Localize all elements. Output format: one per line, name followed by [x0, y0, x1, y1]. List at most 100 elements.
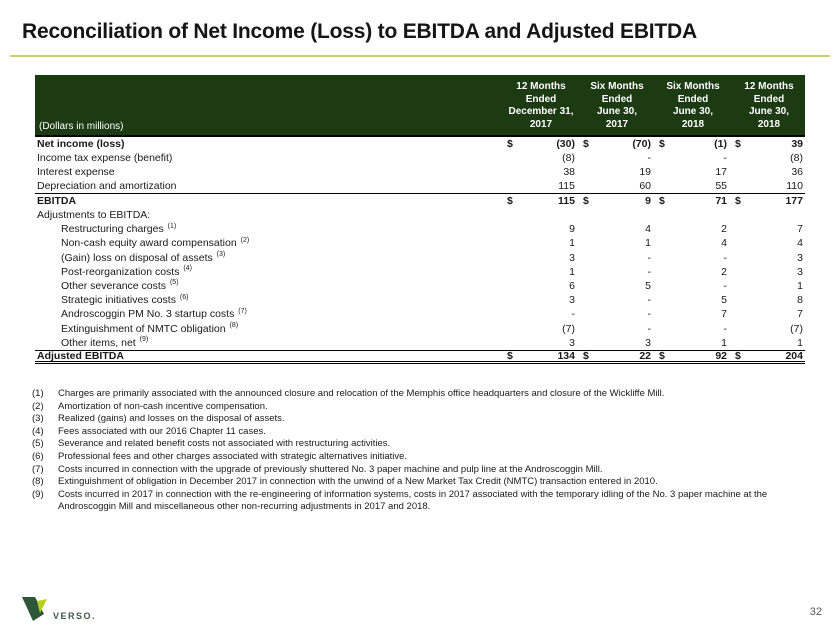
table-cell: -	[581, 308, 653, 320]
table-cell: -	[581, 266, 653, 278]
table-cell: $ (1)	[657, 138, 729, 150]
row-label: Adjusted EBITDA	[37, 349, 124, 362]
table-cell: 3	[505, 294, 577, 306]
table-row: Androscoggin PM No. 3 startup costs (7) …	[35, 307, 805, 321]
footnote-text: Amortization of non-cash incentive compe…	[58, 400, 268, 412]
table-cell: 1	[733, 337, 805, 349]
column-header-line: 2017	[529, 118, 553, 130]
cell-value: 3	[569, 294, 575, 307]
reconciliation-table: (Dollars in millions) 12 Months Ended De…	[35, 75, 805, 364]
cell-value: 71	[715, 194, 727, 207]
footnote-marker: (3)	[32, 413, 44, 425]
cell-value: 177	[785, 194, 803, 207]
table-cell: 1	[581, 237, 653, 249]
column-header-2: Six Months Ended June 30, 2017	[581, 75, 653, 135]
cell-value: -	[647, 265, 652, 278]
dollar-sign: $	[583, 194, 589, 207]
table-row: Income tax expense (benefit) (8) - - (8)	[35, 151, 805, 165]
table-cell: 55	[657, 180, 729, 192]
footnote: (6) Professional fees and other charges a…	[30, 451, 820, 464]
dollar-sign: $	[735, 138, 741, 151]
table-cell: 7	[657, 308, 729, 320]
row-label: Extinguishment of NMTC obligation (8)	[61, 322, 239, 335]
cell-value: (7)	[790, 322, 803, 335]
table-cell: 8	[733, 294, 805, 306]
table-row: (Gain) loss on disposal of assets (3) 3 …	[35, 251, 805, 265]
cell-value: 1	[645, 237, 651, 250]
row-label: Non-cash equity award compensation (2)	[61, 236, 250, 250]
row-label: Net income (loss)	[37, 138, 125, 151]
table-cell: 5	[657, 294, 729, 306]
cell-value: 3	[797, 251, 803, 264]
cell-value: (30)	[556, 138, 575, 151]
column-header-line: Six Months	[590, 81, 644, 92]
table-row: Strategic initiatives costs (6) 3 - 5 8	[35, 293, 805, 307]
table-cell: 110	[733, 180, 805, 192]
footnote-text: Fees associated with our 2016 Chapter 11…	[58, 425, 266, 437]
column-header-line: 2017	[605, 118, 629, 130]
table-row: Net income (loss) $ (30) $ (70) $ (1) $39	[35, 137, 805, 151]
table-row: Non-cash equity award compensation (2) 1…	[35, 236, 805, 250]
table-cell: 2	[657, 266, 729, 278]
table-header: (Dollars in millions) 12 Months Ended De…	[35, 75, 805, 137]
table-cell: -	[657, 323, 729, 335]
cell-value: 7	[797, 308, 803, 321]
column-header-4: 12 Months Ended June 30, 2018	[733, 75, 805, 135]
footnote-text: Professional fees and other charges asso…	[58, 450, 408, 462]
table-row: Extinguishment of NMTC obligation (8) (7…	[35, 321, 805, 335]
column-header-line: 12 Months	[744, 81, 794, 92]
row-label: Restructuring charges (1)	[61, 222, 177, 236]
column-header-line: Ended	[525, 93, 557, 105]
row-label: (Gain) loss on disposal of assets (3)	[61, 251, 226, 264]
table-cell: 2	[657, 223, 729, 235]
table-cell: 60	[581, 180, 653, 192]
cell-value: 204	[785, 349, 803, 362]
row-label: Income tax expense (benefit)	[37, 152, 173, 165]
table-cell: -	[581, 152, 653, 164]
cell-value: -	[647, 308, 652, 321]
table-cell: -	[581, 294, 653, 306]
footnote-marker: (7)	[32, 463, 44, 475]
footnote: (2) Amortization of non-cash incentive co…	[30, 401, 820, 414]
dollar-sign: $	[583, 349, 589, 362]
cell-value: 17	[715, 166, 727, 179]
column-header-line: Six Months	[666, 81, 720, 92]
table-row: Other severance costs (5) 6 5 - 1	[35, 279, 805, 293]
column-header-line: Ended	[677, 93, 709, 105]
table-cell: (7)	[505, 323, 577, 335]
cell-value: 115	[558, 194, 575, 207]
cell-value: 2	[721, 223, 727, 236]
table-cell: 3	[505, 337, 577, 349]
cell-value: 1	[797, 279, 803, 292]
cell-value: 7	[721, 308, 727, 321]
table-cell: $ (70)	[581, 138, 653, 150]
dollar-sign: $	[507, 194, 513, 207]
cell-value: 92	[715, 349, 727, 362]
cell-value: 1	[569, 265, 575, 278]
cell-value: 19	[639, 166, 651, 179]
table-cell: 3	[581, 337, 653, 349]
table-cell: $ (30)	[505, 138, 577, 150]
dollar-sign: $	[583, 138, 589, 151]
table-row: Other items, net (9) 3 3 1 1	[35, 336, 805, 350]
cell-value: -	[723, 279, 728, 292]
row-label: Other severance costs (5)	[61, 279, 179, 292]
cell-value: (70)	[632, 138, 651, 151]
column-header-3: Six Months Ended June 30, 2018	[657, 75, 729, 135]
table-cell: 3	[733, 252, 805, 264]
cell-value: 3	[569, 336, 575, 349]
cell-value: 3	[645, 336, 651, 349]
table-cell: $39	[733, 138, 805, 150]
cell-value: -	[723, 251, 728, 264]
dollar-sign: $	[659, 138, 665, 151]
table-cell: 7	[733, 308, 805, 320]
column-header-1: 12 Months Ended December 31, 2017	[505, 75, 577, 135]
dollar-sign: $	[659, 194, 665, 207]
footnote: (1) Charges are primarily associated with…	[30, 388, 820, 401]
column-header-line: June 30,	[596, 106, 638, 117]
table-cell: 1	[505, 266, 577, 278]
footnote-ref: (5)	[169, 279, 179, 287]
footnotes-section: (1) Charges are primarily associated with…	[30, 388, 820, 514]
footnote-marker: (9)	[32, 488, 44, 500]
table-cell: $177	[733, 195, 805, 207]
